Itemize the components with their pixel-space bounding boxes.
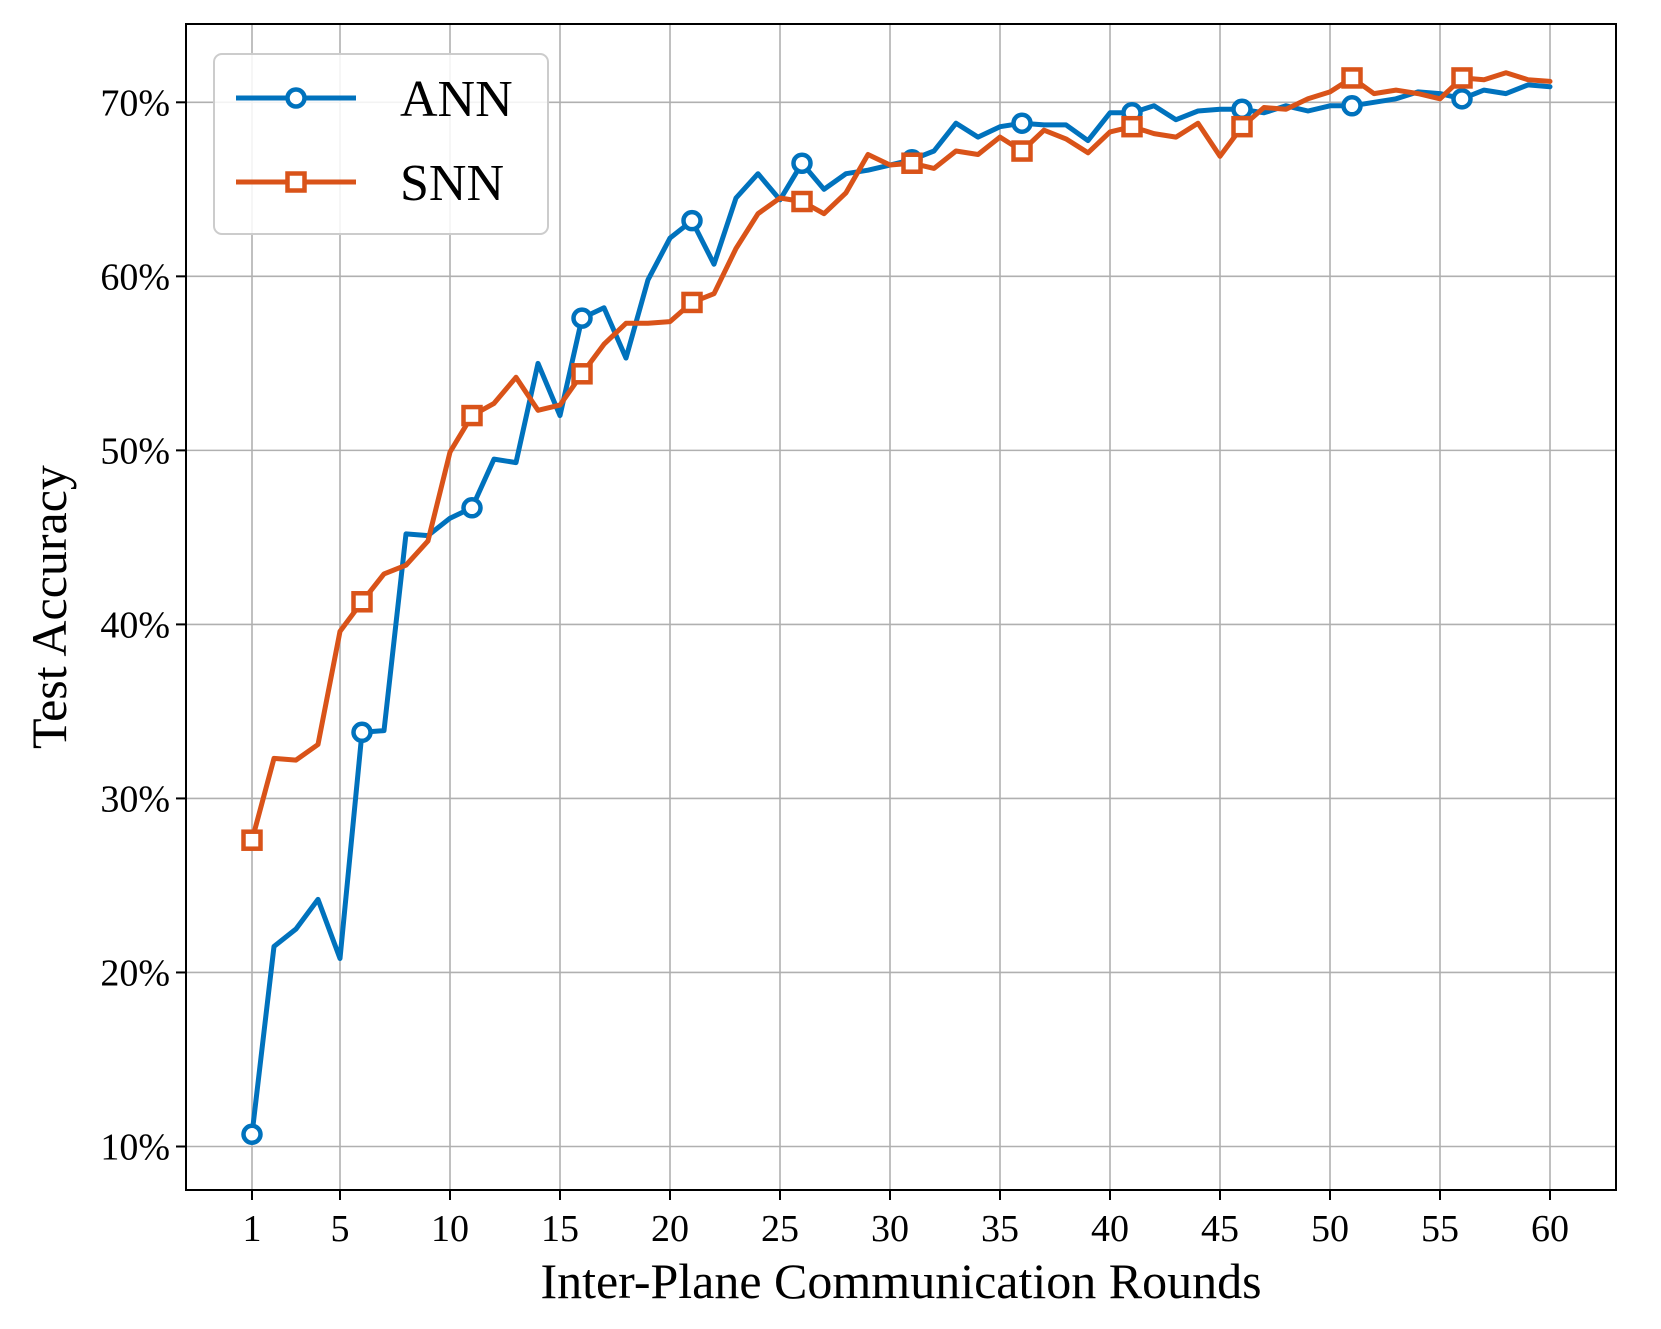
plot-frame	[185, 23, 1617, 1191]
x-tick-label: 20	[651, 1208, 689, 1250]
legend-marker-snn	[285, 171, 307, 193]
x-tick-label: 45	[1201, 1208, 1239, 1250]
ann-point	[1341, 95, 1363, 117]
ann-point	[461, 497, 483, 519]
x-tick-label: 10	[431, 1208, 469, 1250]
legend-entry-snn: SNN	[236, 155, 504, 212]
snn-point	[1451, 67, 1473, 89]
snn-series	[241, 67, 1553, 851]
y-tick-label: 70%	[100, 82, 170, 124]
snn-point	[1341, 67, 1363, 89]
y-tick-label: 20%	[100, 952, 170, 994]
x-tick-label: 1	[243, 1208, 262, 1250]
ann-point	[1231, 98, 1253, 121]
ann-point	[351, 721, 373, 744]
snn-point	[1231, 115, 1253, 138]
series-layer	[241, 67, 1553, 1146]
snn-point	[461, 404, 483, 427]
x-tick-label: 50	[1311, 1208, 1349, 1250]
y-axis-title: Test Accuracy	[21, 465, 77, 749]
legend-marker-ann	[285, 87, 307, 109]
x-tick-label: 15	[541, 1208, 579, 1250]
x-tick-label: 55	[1421, 1208, 1459, 1250]
x-tick-label: 25	[761, 1208, 799, 1250]
x-tick-label: 5	[331, 1208, 350, 1250]
y-tick-label: 30%	[100, 778, 170, 820]
snn-point	[901, 152, 923, 174]
legend-entry-ann: ANN	[236, 71, 513, 128]
x-tick-label: 40	[1091, 1208, 1129, 1250]
y-tick-label: 40%	[100, 604, 170, 646]
legend: ANN SNN	[213, 53, 549, 235]
snn-point	[241, 829, 263, 851]
ann-point	[791, 152, 813, 174]
x-tick-label: 60	[1531, 1208, 1569, 1250]
ann-point	[681, 209, 703, 232]
legend-label-snn: SNN	[400, 155, 504, 212]
legend-label-ann: ANN	[400, 71, 513, 128]
y-tick-label: 50%	[100, 430, 170, 472]
ann-point	[1451, 88, 1473, 110]
x-tick-label: 30	[871, 1208, 909, 1250]
snn-point	[1011, 140, 1033, 162]
snn-point	[351, 591, 373, 613]
y-tick-label: 10%	[100, 1126, 170, 1168]
snn-point	[1121, 115, 1143, 138]
snn-point	[791, 190, 813, 213]
x-axis-title: Inter-Plane Communication Rounds	[540, 1253, 1261, 1309]
axis-ticks: 1 5 10 15 20 25 30 35 40 45 50 55 6010%20%30%40%50%6…	[100, 82, 1569, 1250]
y-tick-label: 60%	[100, 256, 170, 298]
x-tick-label: 35	[981, 1208, 1019, 1250]
snn-point	[571, 363, 593, 385]
ann-point	[571, 307, 593, 329]
ann-point	[1011, 112, 1033, 134]
ann-point	[241, 1123, 263, 1146]
snn-point	[681, 291, 703, 314]
